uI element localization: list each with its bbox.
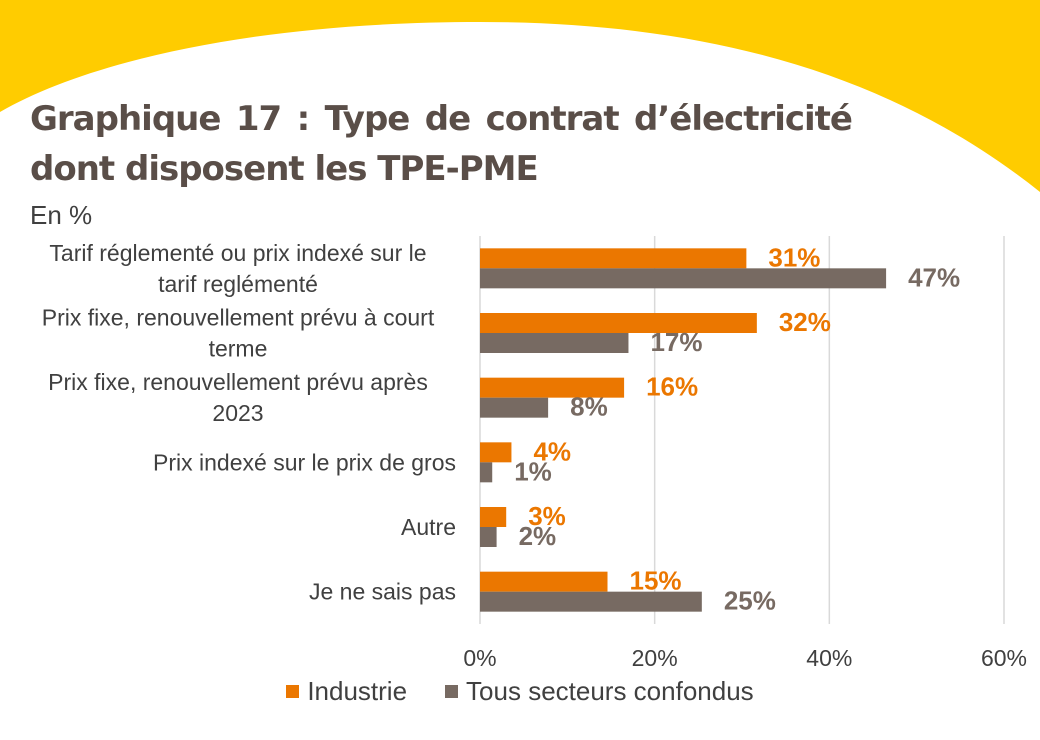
data-label-tous-secteurs: 25%: [724, 586, 776, 616]
category-label: Prix fixe, renouvellement prévu après: [48, 369, 428, 395]
data-labels: 31% 47% 32% 17% 16% 8% 4%1% 3%2% 15% 25%: [514, 242, 960, 615]
category-label: 2023: [212, 400, 263, 426]
category-label: Autre: [401, 514, 456, 540]
bar-industrie: [480, 507, 507, 527]
chart-title-line2: dont disposent les TPE-PME: [30, 149, 539, 189]
bar-industrie: [480, 442, 512, 463]
data-label-industrie: 16%: [646, 372, 698, 402]
x-axis-ticks: 0% 20% 40% 60%: [463, 645, 1027, 671]
legend-item-industrie: Industrie: [286, 676, 407, 707]
data-label-industrie: 15%: [630, 566, 682, 596]
bar-tous-secteurs: [480, 268, 887, 289]
data-label-tous-secteurs: 8%: [570, 392, 608, 422]
category-label: tarif reglémenté: [158, 271, 318, 297]
legend-swatch-tous-secteurs: [445, 685, 459, 698]
data-label-tous-secteurs: 17%: [650, 327, 702, 357]
x-tick-label: 40%: [806, 645, 852, 671]
legend-item-tous-secteurs: Tous secteurs confondus: [445, 676, 754, 707]
legend-label-tous-secteurs: Tous secteurs confondus: [466, 676, 754, 706]
chart-subtitle: En %: [30, 200, 93, 230]
category-label: Je ne sais pas: [309, 579, 456, 605]
category-label: Prix fixe, renouvellement prévu à court: [42, 305, 435, 331]
chart-title-line1: Graphique 17 : Type de contrat d’électri…: [30, 99, 853, 139]
bar-industrie: [480, 377, 625, 398]
data-label-tous-secteurs: 47%: [908, 262, 960, 292]
bar-tous-secteurs: [480, 591, 702, 612]
bar-tous-secteurs: [480, 397, 549, 418]
bar-tous-secteurs: [480, 527, 497, 547]
category-labels: Tarif réglementé ou prix indexé sur le ta…: [42, 240, 456, 605]
x-tick-label: 60%: [981, 645, 1027, 671]
data-label-industrie: 32%: [779, 307, 831, 337]
data-label-tous-secteurs: 2%: [519, 521, 557, 551]
bar-industrie: [480, 248, 747, 269]
data-label-industrie: 31%: [768, 242, 820, 272]
bar-tous-secteurs: [480, 462, 493, 483]
x-tick-label: 0%: [463, 645, 496, 671]
category-label: Tarif réglementé ou prix indexé sur le: [49, 240, 426, 266]
legend-swatch-industrie: [286, 685, 300, 698]
bar-industrie: [480, 571, 608, 592]
category-label: Prix indexé sur le prix de gros: [153, 449, 456, 475]
data-label-industrie: 4%: [533, 436, 571, 466]
bar-industrie: [480, 313, 757, 333]
legend: Industrie Tous secteurs confondus: [0, 676, 1040, 707]
data-label-tous-secteurs: 1%: [514, 456, 552, 486]
legend-label-industrie: Industrie: [307, 676, 408, 706]
bars: [480, 248, 887, 612]
category-label: terme: [209, 336, 268, 362]
data-label-industrie: 3%: [528, 501, 566, 531]
bar-tous-secteurs: [480, 333, 629, 353]
gridlines: [479, 236, 1005, 624]
x-tick-label: 20%: [632, 645, 678, 671]
